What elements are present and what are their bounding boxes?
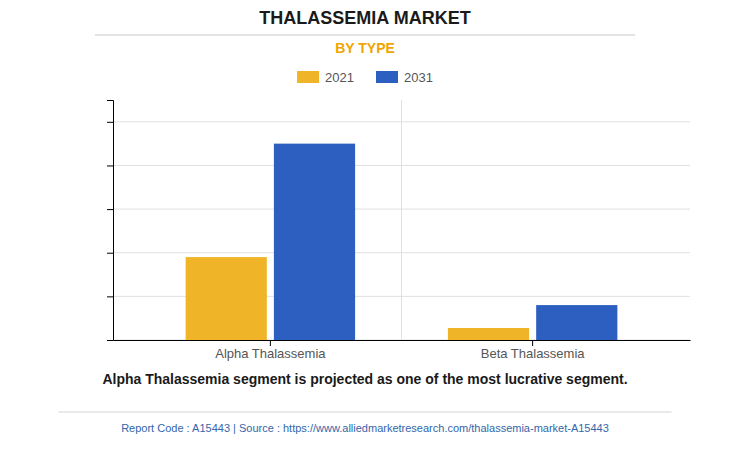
legend-label: 2021 — [325, 70, 354, 85]
y-tick-mark — [107, 122, 113, 123]
x-tick-label: Beta Thalassemia — [481, 346, 586, 361]
y-tick — [107, 165, 113, 166]
x-tick-label: Alpha Thalassemia — [215, 346, 326, 361]
y-tick — [107, 340, 113, 341]
footer-rule — [58, 412, 671, 413]
y-axis-line — [107, 101, 114, 341]
title: THALASSEMIA MARKET — [259, 8, 470, 28]
bar — [186, 257, 267, 340]
category-separator — [401, 100, 402, 340]
y-tick — [107, 122, 113, 123]
x-tick: Beta Thalassemia — [481, 340, 586, 361]
y-tick — [107, 253, 113, 254]
chart: THALASSEMIA MARKET BY TYPE Alpha Thalassem… — [0, 0, 730, 453]
legend-swatch — [376, 71, 398, 83]
y-axis — [107, 101, 114, 341]
title-rule — [95, 35, 635, 36]
x-tick: Alpha Thalassemia — [215, 340, 326, 361]
subtitle: BY TYPE — [335, 40, 395, 56]
legend-label: 2031 — [404, 70, 433, 85]
y-tick-mark — [107, 165, 113, 166]
x-axis-line — [114, 340, 691, 341]
footer: Report Code : A15443 | Source : https://… — [121, 422, 609, 434]
x-axis: Alpha Thalassemia Beta Thalassemia — [114, 340, 691, 361]
y-tick — [107, 296, 113, 297]
bar — [274, 144, 355, 340]
y-tick-mark — [107, 253, 113, 254]
x-tick-mark — [270, 340, 271, 346]
x-tick-mark — [532, 340, 533, 346]
y-tick-mark — [107, 209, 113, 210]
y-tick — [107, 209, 113, 210]
annotation: Alpha Thalassemia segment is projected a… — [102, 371, 627, 387]
legend-item: 2021 — [297, 70, 354, 85]
plot: Alpha Thalassemia Beta Thalassemia — [107, 100, 691, 361]
legend-swatch — [297, 71, 319, 83]
bar — [536, 305, 617, 340]
bars — [186, 144, 618, 340]
y-tick-mark — [107, 340, 113, 341]
legend: 2021 2031 — [297, 70, 433, 85]
legend-item: 2031 — [376, 70, 433, 85]
bar — [448, 328, 529, 340]
y-tick-mark — [107, 296, 113, 297]
